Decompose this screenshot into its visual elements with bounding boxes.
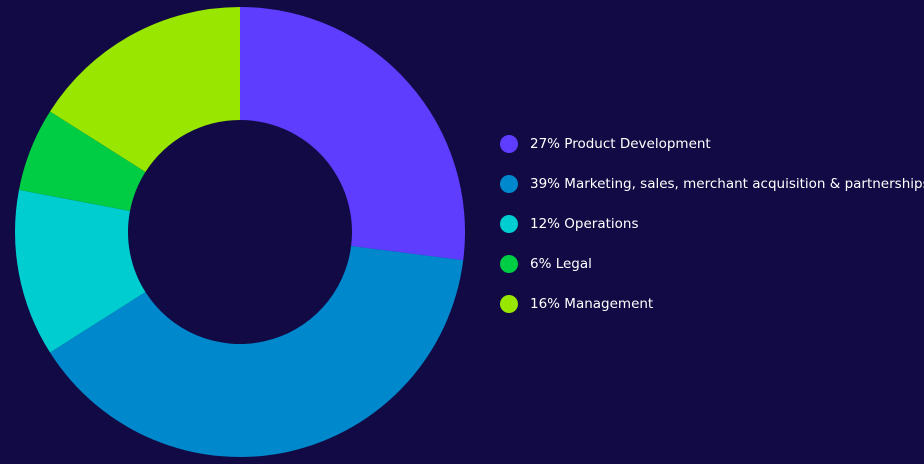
chart-legend: 27% Product Development 39% Marketing, s… [500,124,924,324]
legend-swatch [500,295,518,313]
legend-label: 12% Operations [530,216,639,232]
legend-swatch [500,175,518,193]
donut-slice-5 [50,7,241,172]
legend-item-legal: 6% Legal [500,244,924,284]
legend-item-marketing: 39% Marketing, sales, merchant acquisiti… [500,164,924,204]
legend-label: 6% Legal [530,256,592,272]
donut-slice-1 [240,7,465,261]
legend-item-management: 16% Management [500,284,924,324]
legend-label: 39% Marketing, sales, merchant acquisiti… [530,176,924,192]
legend-item-product-development: 27% Product Development [500,124,924,164]
legend-label: 16% Management [530,296,654,312]
donut-slice-3 [15,189,146,353]
legend-swatch [500,215,518,233]
legend-label: 27% Product Development [530,136,711,152]
donut-chart [15,7,465,457]
donut-slice-4 [18,111,146,212]
donut-slice-2 [50,246,464,457]
legend-swatch [500,255,518,273]
legend-swatch [500,135,518,153]
legend-item-operations: 12% Operations [500,204,924,244]
